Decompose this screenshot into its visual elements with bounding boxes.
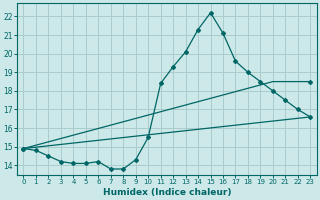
X-axis label: Humidex (Indice chaleur): Humidex (Indice chaleur) bbox=[103, 188, 231, 197]
